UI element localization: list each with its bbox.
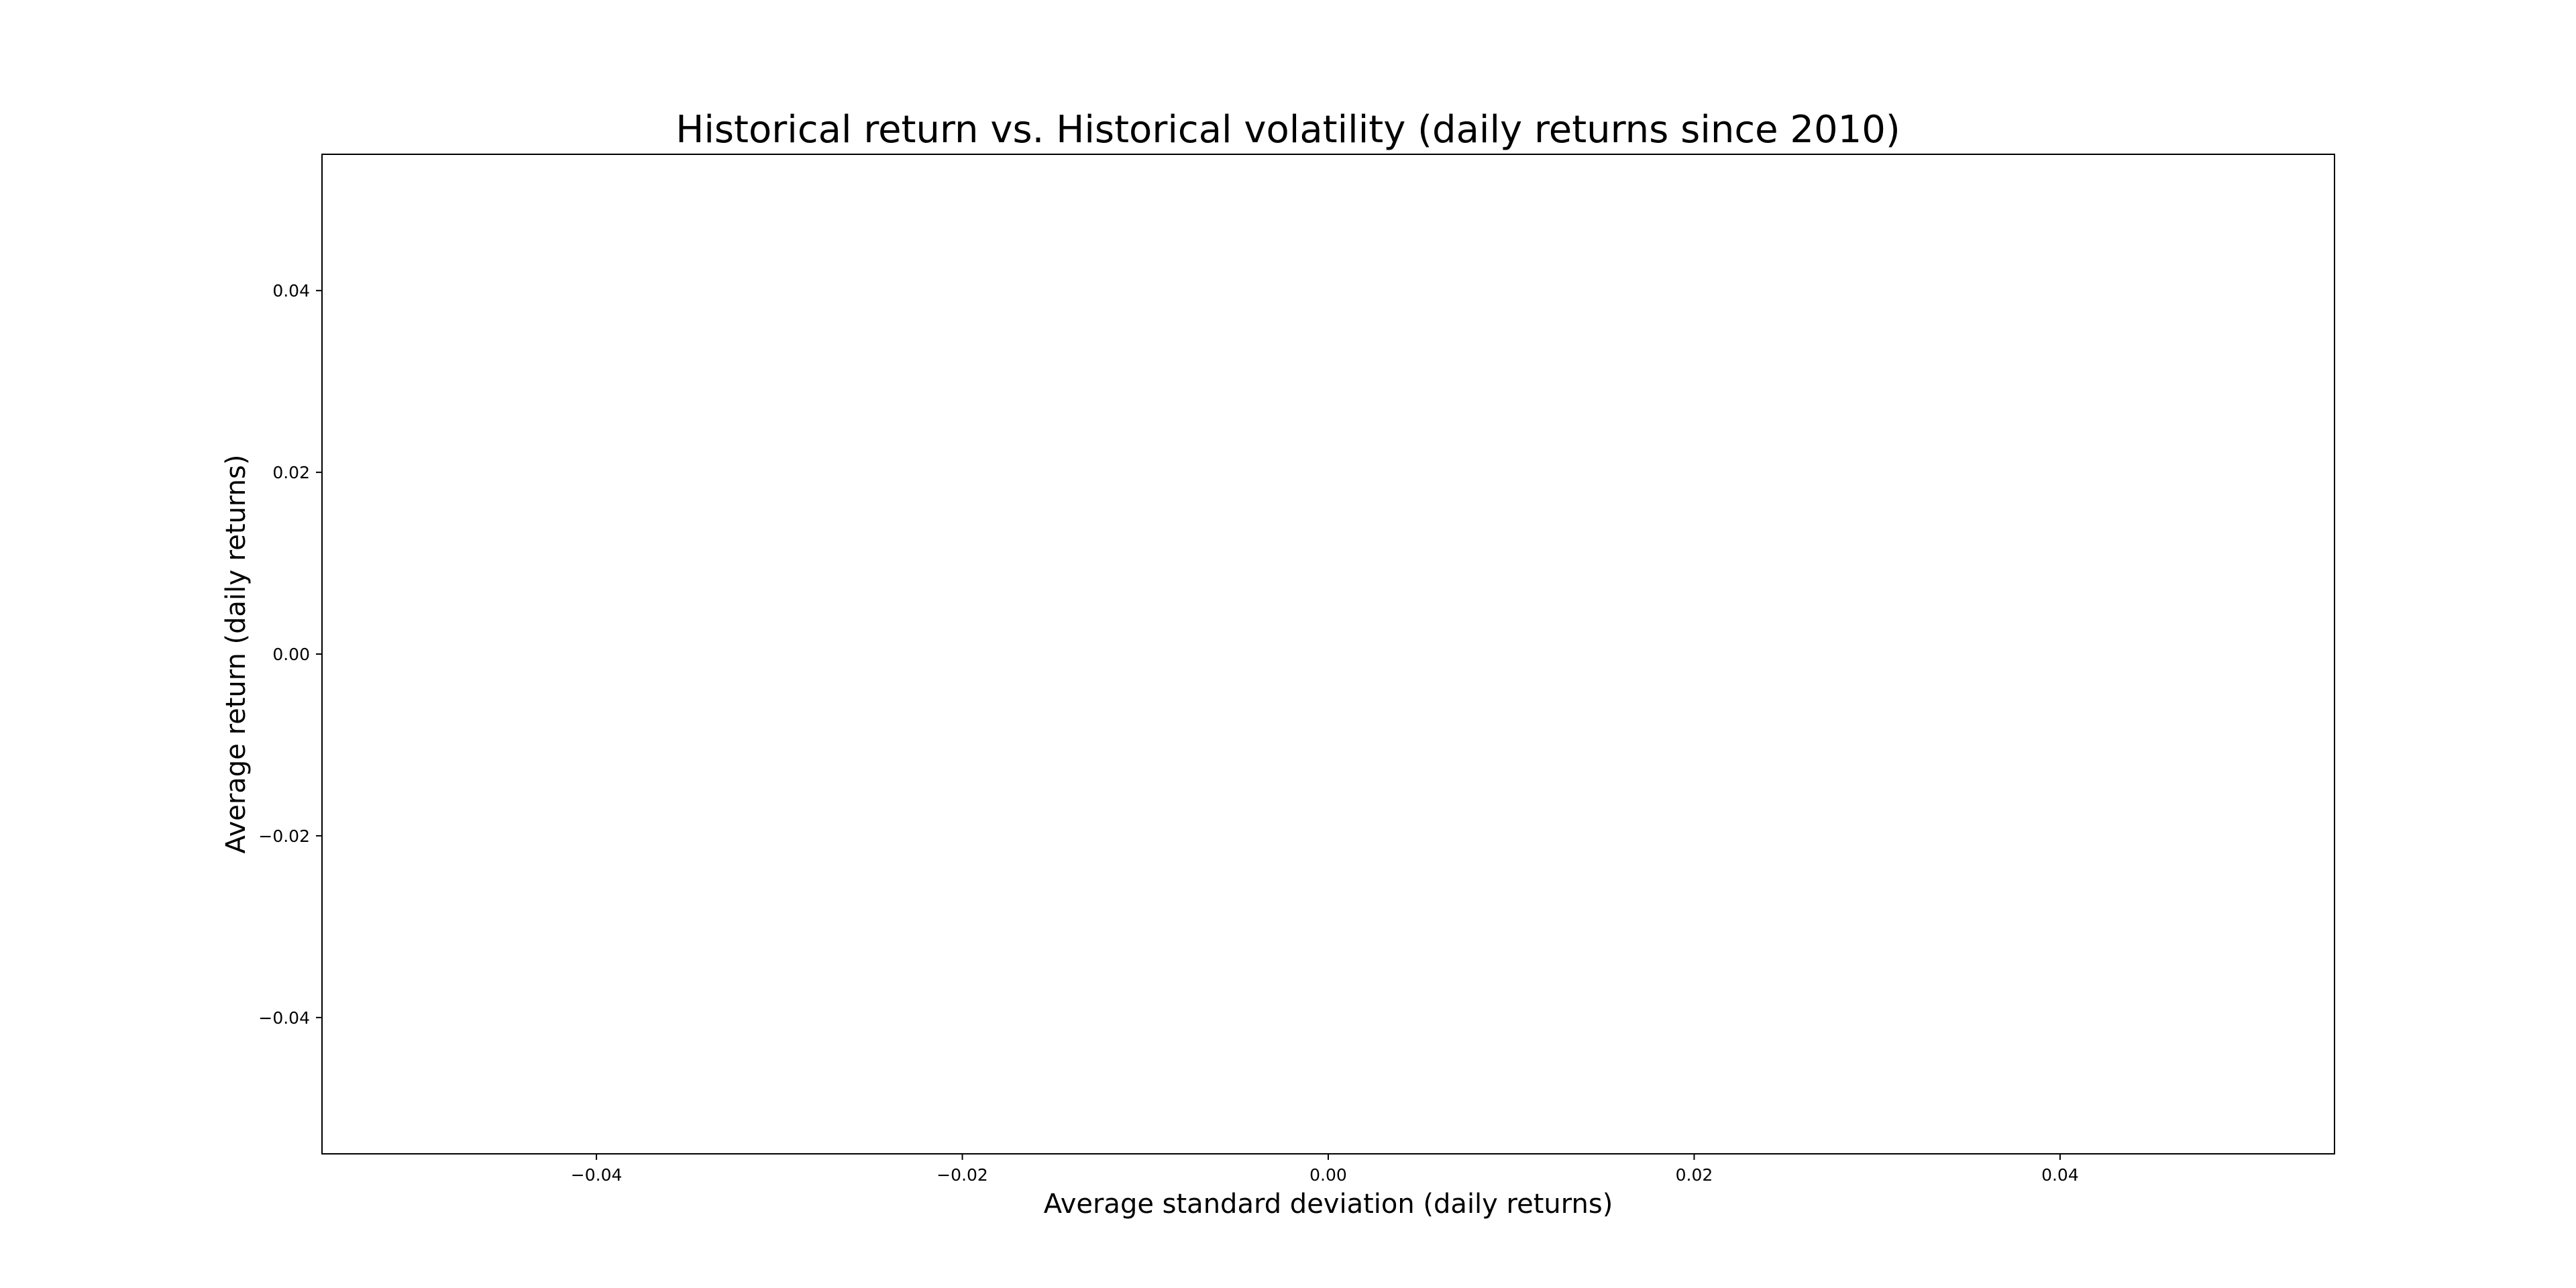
chart-title: Historical return vs. Historical volatil…	[676, 108, 1900, 152]
y-tick-label: 0.02	[272, 463, 310, 482]
x-axis-ticks: −0.04 −0.02 0.00 0.02 0.04	[571, 1154, 2079, 1185]
x-axis-label: Average standard deviation (daily return…	[1044, 1189, 1613, 1220]
x-tick-label: −0.04	[571, 1165, 623, 1185]
plot-area-frame	[321, 154, 2335, 1155]
y-tick-label: −0.02	[258, 826, 310, 846]
x-tick-label: −0.02	[936, 1165, 988, 1185]
y-tick-label: 0.04	[272, 281, 310, 301]
y-tick-label: −0.04	[258, 1008, 310, 1028]
y-axis-ticks: 0.04 0.02 0.00 −0.02 −0.04	[258, 281, 322, 1028]
y-tick-label: 0.00	[272, 645, 310, 664]
x-tick-label: 0.00	[1309, 1165, 1347, 1185]
x-tick-label: 0.04	[2041, 1165, 2079, 1185]
y-axis-label: Average return (daily returns)	[221, 455, 252, 854]
x-tick-label: 0.02	[1676, 1165, 1713, 1185]
